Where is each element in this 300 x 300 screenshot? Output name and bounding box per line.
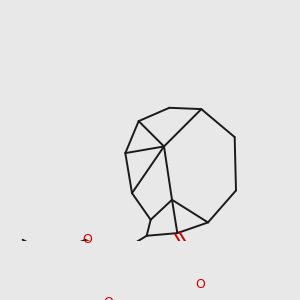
Text: O: O xyxy=(195,278,205,291)
Text: O: O xyxy=(103,296,113,300)
Text: O: O xyxy=(82,233,92,246)
